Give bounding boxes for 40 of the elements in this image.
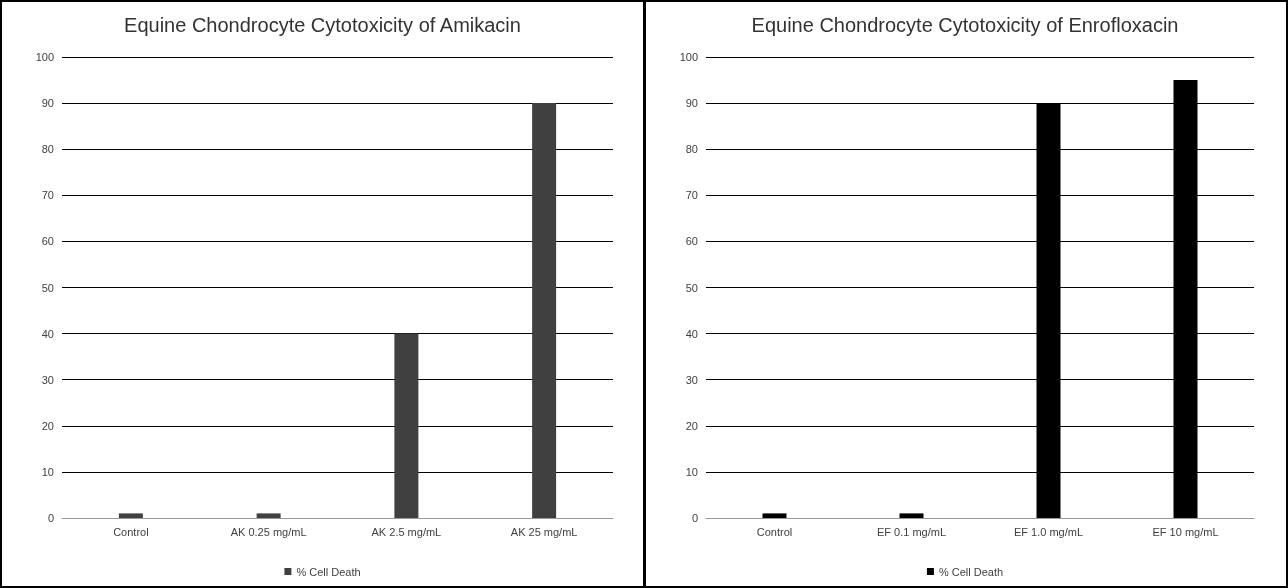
- chart-title: Equine Chondrocyte Cytotoxicity of Amikacin: [124, 14, 521, 36]
- y-tick-label: 0: [47, 512, 54, 524]
- y-tick-label: 90: [685, 97, 698, 110]
- y-tick-label: 60: [41, 235, 54, 248]
- y-tick-label: 100: [35, 51, 54, 63]
- x-tick-label: AK 0.25 mg/mL: [230, 525, 307, 538]
- legend-label: % Cell Death: [296, 565, 361, 578]
- y-tick-label: 20: [41, 419, 54, 432]
- y-tick-label: 70: [41, 189, 54, 202]
- y-tick-label: 70: [685, 189, 698, 202]
- bar: [762, 513, 787, 518]
- bar: [394, 333, 419, 518]
- bar: [256, 513, 281, 518]
- y-tick-label: 30: [685, 373, 698, 386]
- x-tick-label: EF 0.1 mg/mL: [876, 525, 947, 538]
- y-tick-label: 60: [685, 235, 698, 248]
- y-tick-label: 90: [41, 97, 54, 110]
- x-tick-label: AK 25 mg/mL: [510, 525, 578, 538]
- y-tick-label: 50: [685, 281, 698, 294]
- y-tick-label: 20: [685, 419, 698, 432]
- x-tick-label: EF 10 mg/mL: [1152, 525, 1219, 538]
- x-tick-label: AK 2.5 mg/mL: [371, 525, 442, 538]
- legend-label: % Cell Death: [938, 565, 1004, 578]
- y-tick-label: 10: [41, 465, 54, 478]
- y-tick-label: 40: [41, 327, 54, 340]
- y-tick-label: 30: [41, 373, 54, 386]
- x-tick-label: Control: [113, 525, 149, 538]
- bar: [118, 513, 143, 518]
- y-tick-label: 80: [41, 143, 54, 156]
- x-tick-label: Control: [756, 525, 793, 538]
- x-tick-label: EF 1.0 mg/mL: [1013, 525, 1084, 538]
- y-tick-label: 10: [685, 465, 698, 478]
- y-tick-label: 0: [691, 512, 698, 524]
- y-tick-label: 40: [685, 327, 698, 340]
- chart-title: Equine Chondrocyte Cytotoxicity of Enrofloxacin: [751, 14, 1179, 36]
- y-tick-label: 50: [41, 281, 54, 294]
- y-tick-label: 80: [685, 143, 698, 156]
- bar: [899, 513, 924, 518]
- y-tick-label: 100: [679, 51, 698, 63]
- bar: [532, 103, 557, 518]
